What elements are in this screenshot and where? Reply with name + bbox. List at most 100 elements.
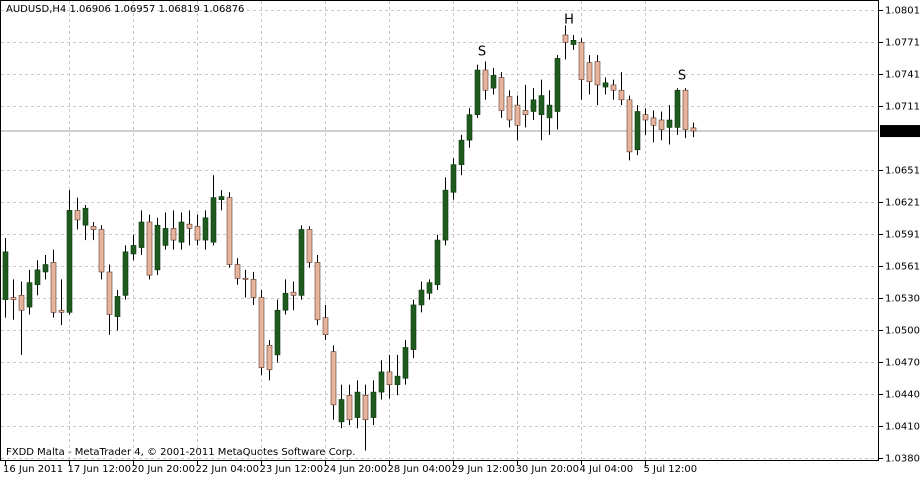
candle-body: [210, 197, 217, 243]
candle-body: [202, 217, 209, 241]
candle-body: [530, 99, 537, 112]
y-tick-label: 1.05005: [885, 326, 920, 337]
candle-body: [154, 224, 161, 271]
y-tick-label: 1.06210: [885, 198, 920, 209]
candle-body: [402, 347, 409, 379]
candle-body: [370, 391, 377, 418]
candle-body: [234, 264, 241, 279]
candle-body: [386, 371, 393, 385]
chart-title: AUDUSD,H4 1.06906 1.06957 1.06819 1.0687…: [6, 4, 244, 15]
x-tick-label: 22 Jun 04:00: [196, 464, 260, 475]
candle-body: [506, 96, 513, 121]
candle-body: [258, 297, 265, 368]
candle-body: [242, 278, 249, 280]
candle-body: [426, 282, 433, 294]
candle-body: [674, 89, 681, 128]
y-tick-label: 1.05910: [885, 230, 920, 241]
x-tick-label: 28 Jun 04:00: [388, 464, 452, 475]
candle-body: [338, 399, 345, 423]
candle-body: [162, 228, 169, 246]
candle-body: [450, 164, 457, 193]
candle-body: [282, 292, 289, 311]
candle-body: [26, 282, 33, 308]
y-tick-label: 1.05610: [885, 262, 920, 273]
y-tick-label: 1.04405: [885, 390, 920, 401]
footer: FXDD Malta - MetaTrader 4, © 2001-2011 M…: [6, 447, 355, 458]
y-tick-label: 1.05305: [885, 294, 920, 305]
candle-body: [50, 262, 57, 313]
candle-body: [474, 69, 481, 115]
y-tick-label: 1.06510: [885, 166, 920, 177]
candle-body: [490, 75, 497, 89]
candle-body: [218, 196, 225, 201]
candle-body: [346, 394, 353, 421]
x-tick-label: 16 Jun 2011: [3, 464, 63, 475]
candle-body: [178, 221, 185, 243]
candle-body: [434, 239, 441, 286]
y-tick-label: 1.03800: [885, 454, 920, 465]
candle-body: [554, 58, 561, 112]
candle-body: [90, 225, 97, 230]
candle-body: [146, 221, 153, 276]
annotation: S: [678, 69, 686, 84]
x-tick-label: 17 Jun 12:00: [68, 464, 132, 475]
candle-body: [266, 345, 273, 371]
candle-body: [34, 269, 41, 286]
candle-body: [682, 89, 689, 130]
x-tick-label: 23 Jun 12:00: [260, 464, 324, 475]
candle-body: [314, 262, 321, 321]
candle-body: [306, 229, 313, 263]
candle-body: [10, 297, 17, 300]
x-tick-label: 24 Jun 20:00: [324, 464, 388, 475]
candle-body: [322, 317, 329, 335]
candle-body: [58, 309, 65, 313]
candle-body: [226, 197, 233, 265]
annotation: S: [478, 45, 486, 60]
candle-body: [466, 114, 473, 141]
y-tick-label: 1.04705: [885, 358, 920, 369]
candle-body: [250, 279, 257, 298]
candle-body: [186, 223, 193, 229]
candle-body: [594, 61, 601, 86]
candle-body: [194, 225, 201, 241]
y-tick-label: 1.07115: [885, 102, 920, 113]
y-tick-label: 1.04105: [885, 422, 920, 433]
candle-body: [538, 95, 545, 115]
price-tag-label: 1.06876: [883, 126, 920, 137]
candle-body: [66, 210, 73, 313]
candle-body: [570, 39, 577, 45]
candle-body: [562, 34, 569, 43]
candle-body: [2, 251, 9, 300]
candle-body: [130, 245, 137, 255]
candle-body: [634, 111, 641, 151]
candle-body: [362, 394, 369, 421]
candle-body: [354, 391, 361, 418]
candle-body: [498, 77, 505, 111]
candle-body: [546, 104, 553, 119]
candle-body: [122, 251, 129, 296]
candle-body: [514, 104, 521, 126]
x-tick-label: 5 Jul 12:00: [644, 464, 698, 475]
plot: [2, 25, 697, 451]
candle-body: [394, 375, 401, 385]
candle-body: [626, 99, 633, 153]
candle-body: [458, 139, 465, 165]
candle-body: [42, 264, 49, 273]
candle-body: [658, 119, 665, 130]
candle-body: [618, 89, 625, 101]
y-tick-label: 1.07415: [885, 70, 920, 81]
annotation: H: [564, 13, 574, 28]
x-tick-label: 4 Jul 04:00: [580, 464, 634, 475]
y-tick-label: 1.07715: [885, 38, 920, 49]
candle-body: [170, 228, 177, 241]
candle-body: [610, 84, 617, 91]
candle-body: [418, 289, 425, 306]
x-tick-label: 20 Jun 20:00: [132, 464, 196, 475]
candle-body: [330, 351, 337, 406]
candle-body: [114, 296, 121, 317]
candle-body: [74, 210, 81, 221]
candle-body: [666, 119, 673, 128]
plot-frame: [0, 0, 879, 461]
